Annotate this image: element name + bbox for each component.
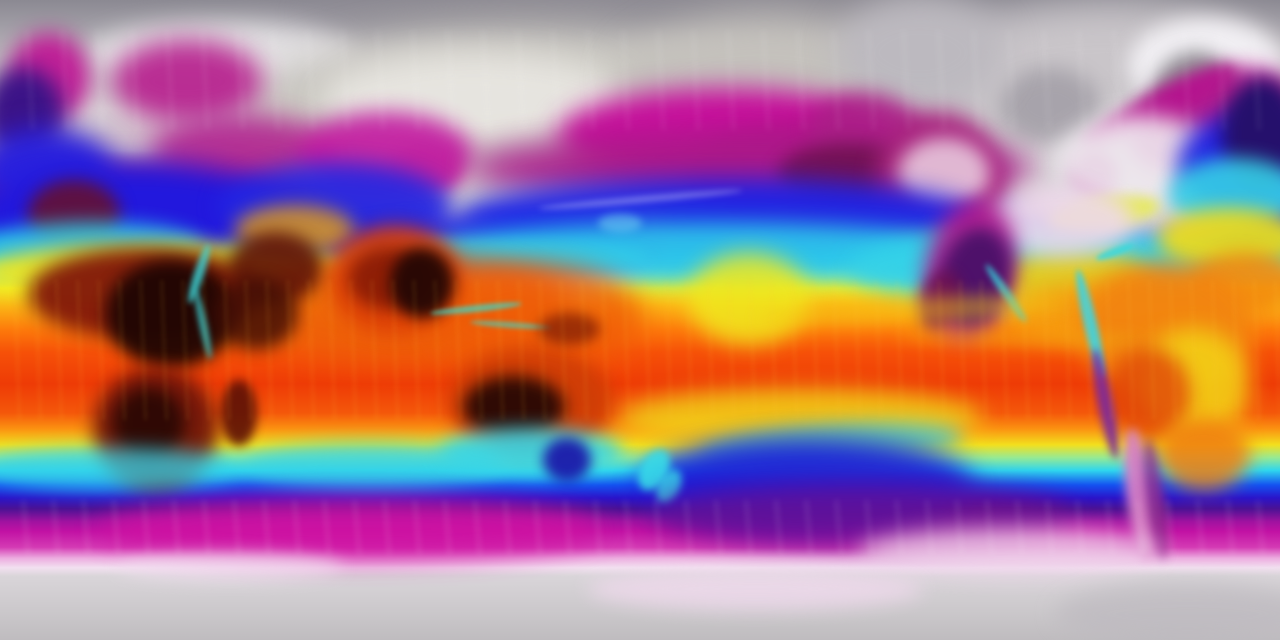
- tasman-navy-blob: [543, 438, 591, 482]
- antarctic-pink-wisp-1: [588, 568, 923, 610]
- antarctic-pink-wisp-2: [118, 553, 343, 580]
- alaska-gray: [835, 0, 1005, 110]
- hawaii-yellow-plume: [688, 253, 810, 345]
- australian-bight-cyan-wedge: [438, 428, 623, 476]
- west-australia-near-black: [463, 376, 565, 438]
- north-pacific-cyan-eddy: [598, 214, 642, 232]
- south-magenta-bright-band: [98, 498, 603, 560]
- new-guinea-dark: [538, 313, 600, 345]
- southern-ocean-wisps: [0, 500, 1280, 555]
- norwegian-sea-magenta: [112, 40, 262, 122]
- indochina-near-black: [390, 248, 454, 318]
- argentina-orange: [1158, 418, 1250, 490]
- south-atlantic-cyan-arc: [0, 448, 245, 490]
- horn-of-africa-dark: [213, 278, 298, 350]
- tropic-wind-streaks: [0, 280, 1280, 420]
- antarctic-right-darker-gray: [1055, 583, 1280, 640]
- arctic-cloud-wisps: [0, 30, 1280, 130]
- southeast-pacific-pink-white: [858, 528, 1163, 575]
- madagascar-dark-red: [221, 380, 257, 446]
